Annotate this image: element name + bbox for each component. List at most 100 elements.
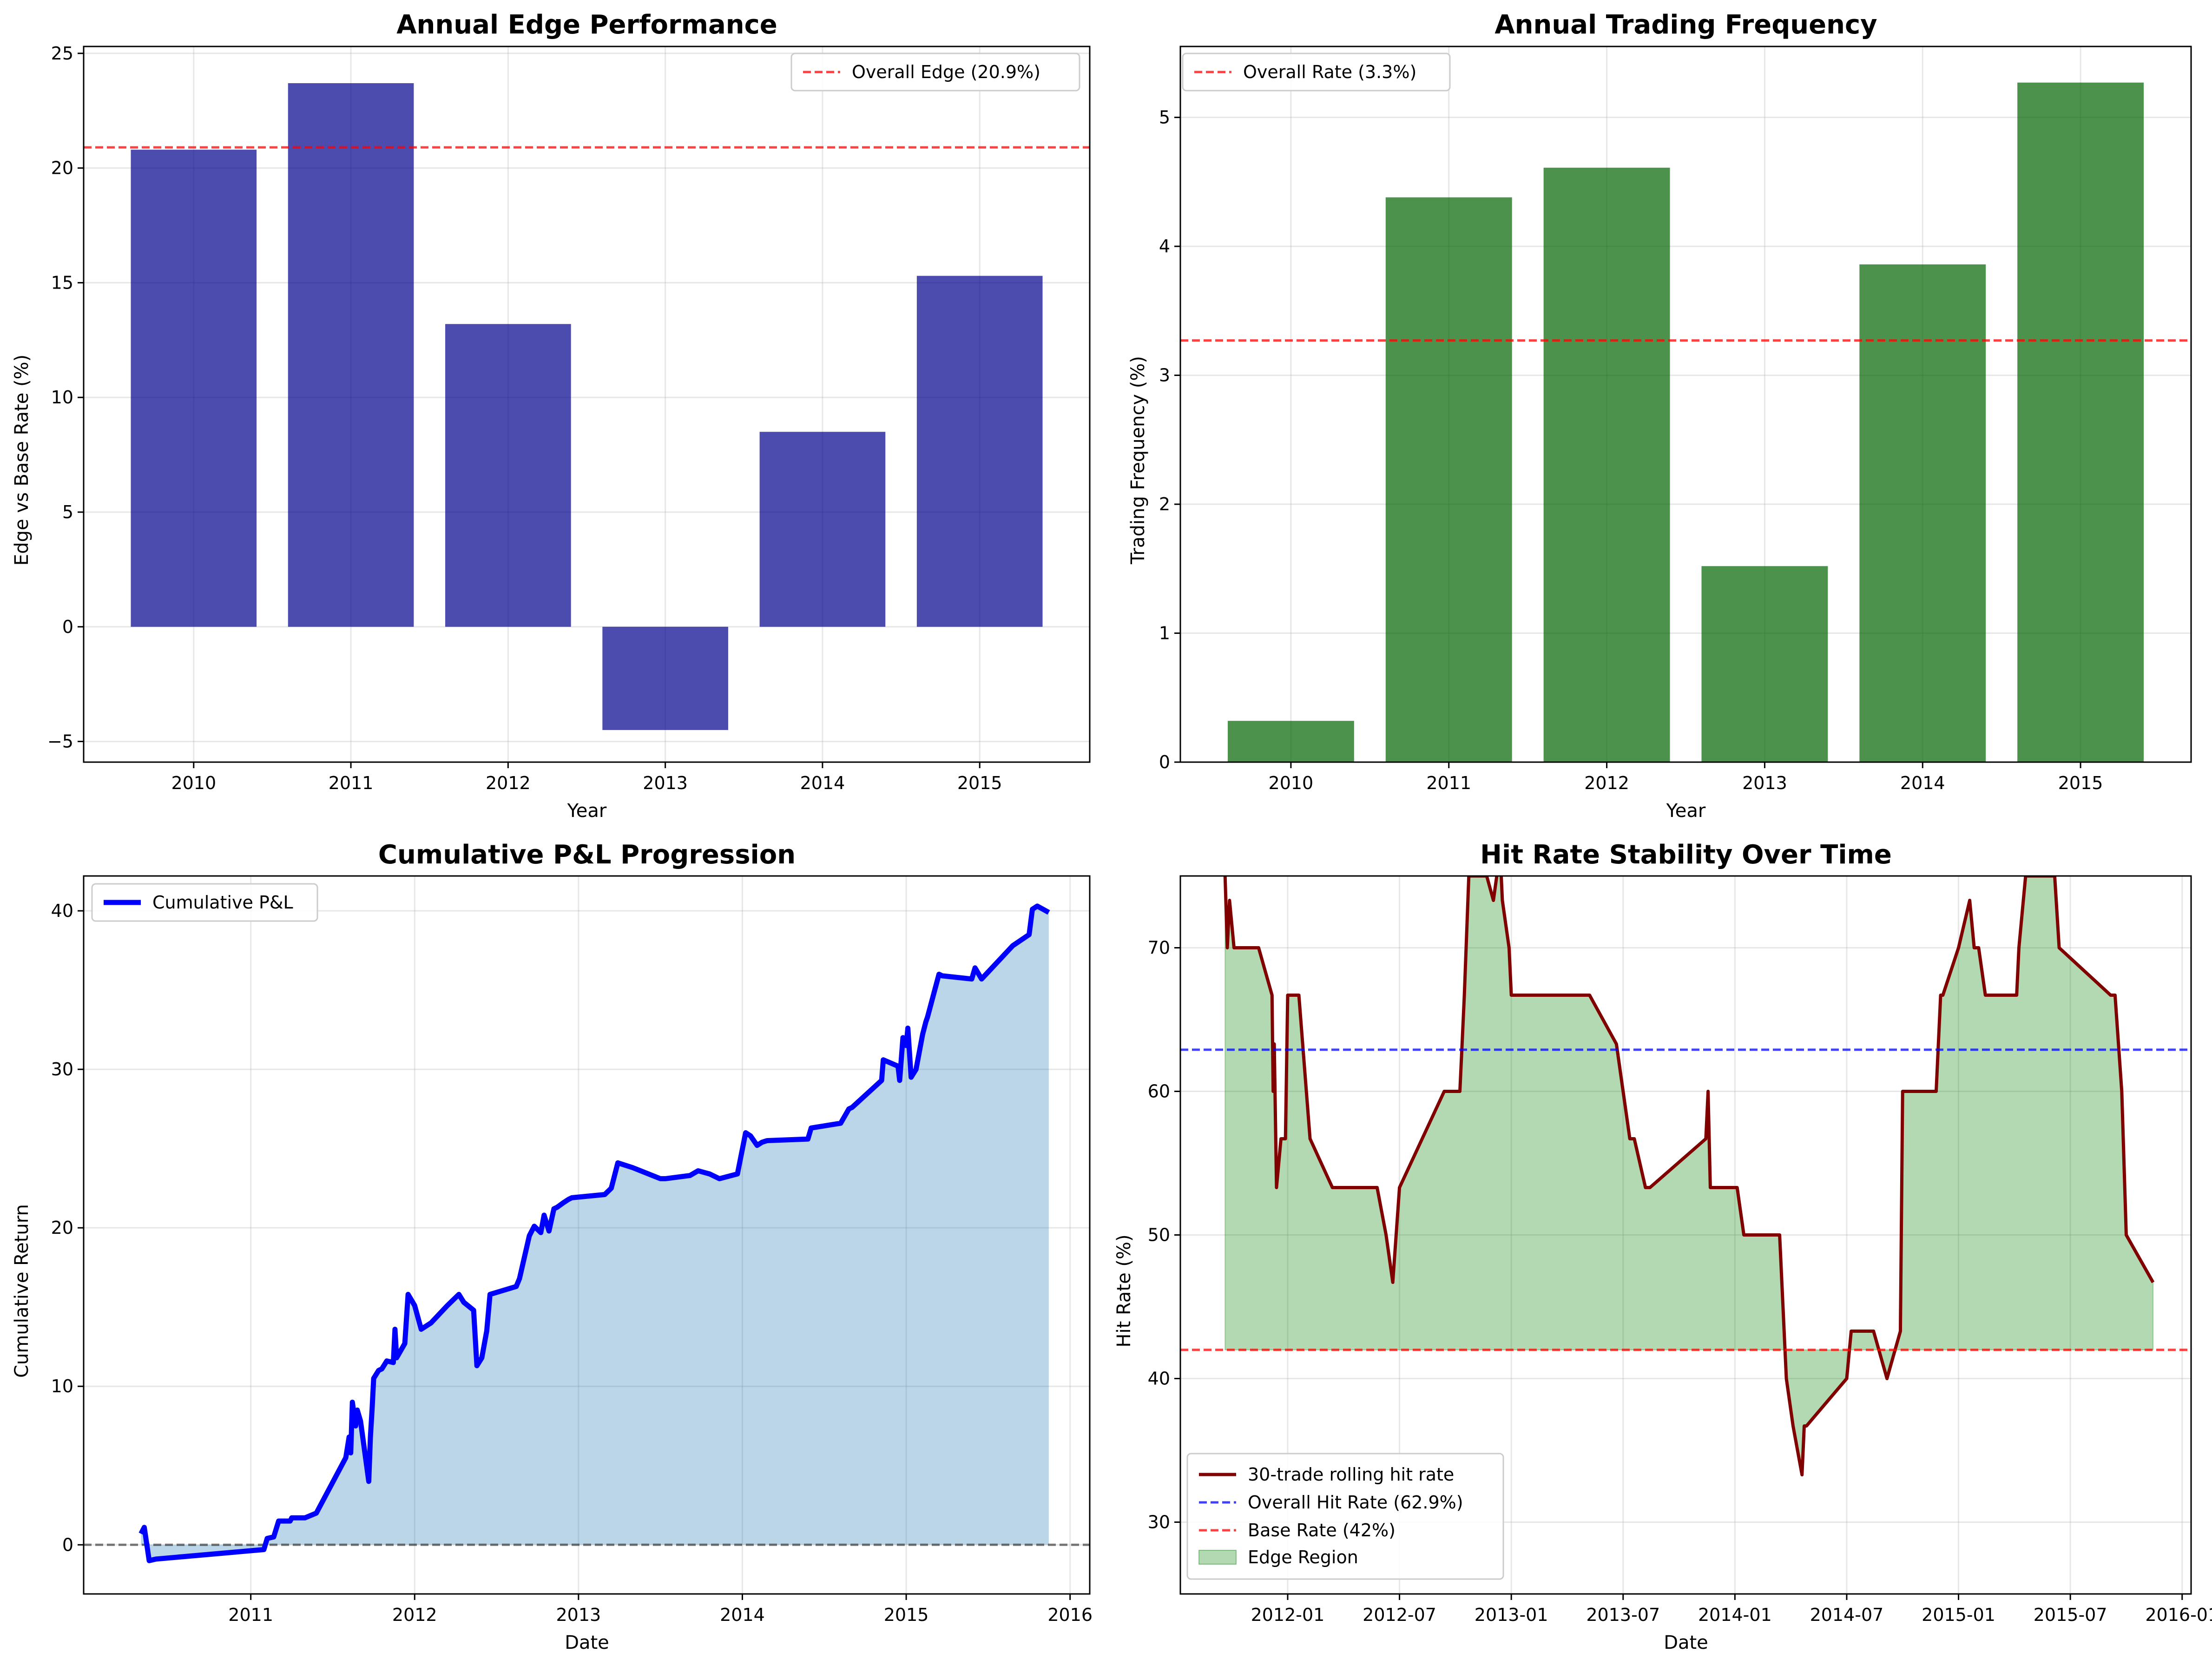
legend-label: Cumulative P&L [152,892,293,913]
chart-title: Hit Rate Stability Over Time [1480,840,1892,870]
y-tick-label: −5 [47,731,73,752]
y-tick-label: 10 [51,1376,73,1396]
hit-rate-chart: Hit Rate Stability Over Time Date Hit Ra… [1113,840,2212,1653]
axes-frame [83,46,1091,763]
x-axis-label: Year [567,800,607,822]
plot-area: 0 10 20 30 40 2011 2012 2013 2014 2015 2016 [51,875,1093,1625]
x-tick-label: 2012 [1584,773,1629,793]
x-axis-label: Year [1666,800,1706,822]
bar-2015 [2017,82,2144,762]
legend-label: Overall Hit Rate (62.9%) [1248,1492,1463,1513]
y-tick-label: 30 [1148,1512,1170,1533]
x-tick-label: 2013-01 [1475,1605,1548,1625]
x-tick-label: 2014-07 [1810,1605,1884,1625]
x-tick-label: 2014 [800,773,845,793]
pnl-line [138,903,1050,1563]
bar-2011 [1385,197,1512,762]
bar-2011 [288,83,414,627]
x-axis-label: Date [565,1632,609,1653]
y-tick-label: 70 [1148,938,1170,958]
y-tick-label: 60 [1148,1081,1170,1102]
x-axis-label: Date [1664,1632,1708,1653]
x-tick-label: 2012-01 [1251,1605,1325,1625]
x-tick-label: 2016 [1047,1605,1093,1625]
legend-box [1182,53,1451,92]
y-axis-label: Edge vs Base Rate (%) [11,355,33,566]
bar-2014 [1859,264,1986,762]
y-tick-label: 4 [1159,236,1170,257]
y-tick-label: 0 [1159,752,1170,772]
edge-performance-chart: Annual Edge Performance Year Edge vs Bas… [11,10,1091,822]
x-tick-label: 2015-07 [2034,1605,2107,1625]
plot-area: −5 0 5 10 15 20 25 2010 2011 2012 2013 2014 2015 [47,43,1091,793]
y-tick-label: 25 [51,43,73,64]
legend-label: Edge Region [1248,1547,1358,1567]
y-tick-label: 1 [1159,623,1170,644]
cumulative-pnl-chart: Cumulative P&L Progression Date Cumulati… [11,840,1093,1653]
legend: Overall Rate (3.3%) [1182,53,1451,92]
x-tick-label: 2014 [1900,773,1945,793]
legend-label: 30-trade rolling hit rate [1248,1464,1454,1485]
x-tick-label: 2012 [392,1605,437,1625]
legend: 30-trade rolling hit rate Overall Hit Ra… [1186,1453,1504,1580]
x-tick-label: 2015-01 [1922,1605,1995,1625]
y-tick-label: 30 [51,1059,73,1080]
y-tick-label: 10 [51,387,73,408]
bar-2015 [916,276,1043,627]
x-tick-label: 2013-07 [1586,1605,1660,1625]
x-tick-label: 2013 [1742,773,1787,793]
chart-title: Cumulative P&L Progression [378,840,796,870]
chart-title: Annual Trading Frequency [1494,10,1877,40]
legend-box [91,883,318,922]
x-tick-label: 2015 [2058,773,2103,793]
legend: Cumulative P&L [91,883,318,922]
x-tick-label: 2013 [556,1605,601,1625]
bar-2013 [1701,566,1828,762]
x-tick-label: 2011 [329,773,374,793]
legend-label: Overall Rate (3.3%) [1243,62,1416,82]
y-axis-label: Cumulative Return [11,1204,33,1378]
axes-frame [83,875,1091,1595]
y-tick-label: 5 [62,502,73,522]
x-tick-label: 2013 [643,773,688,793]
legend-label: Overall Edge (20.9%) [852,62,1040,82]
bar-2013 [602,626,728,730]
plot-area: 0 1 2 3 4 5 2010 2011 2012 2013 2014 2015 [1159,46,2192,793]
axes-frame [1179,875,2192,1595]
legend-box [1186,1453,1504,1580]
x-tick-label: 2012-07 [1363,1605,1436,1625]
chart-title: Annual Edge Performance [396,10,777,40]
x-tick-label: 2014 [720,1605,765,1625]
x-tick-label: 2011 [228,1605,273,1625]
bar-2010 [1227,721,1354,762]
x-tick-label: 2011 [1426,773,1471,793]
clipped-series [1223,876,2155,1477]
x-tick-label: 2016-01 [2145,1605,2212,1625]
bar-2012 [1543,167,1670,762]
y-tick-label: 50 [1148,1225,1170,1245]
y-tick-label: 0 [62,1534,73,1555]
y-axis-label: Hit Rate (%) [1113,1234,1135,1347]
x-tick-label: 2015 [957,773,1002,793]
y-tick-label: 40 [51,901,73,921]
bar-2012 [445,324,571,627]
legend-label: Base Rate (42%) [1248,1520,1396,1540]
trading-frequency-chart: Annual Trading Frequency Year Trading Fr… [1127,10,2192,822]
y-tick-label: 20 [51,158,73,178]
axes-frame [1179,46,2192,763]
hit-rate-line [1223,876,2155,1477]
y-tick-label: 20 [51,1218,73,1238]
y-tick-label: 3 [1159,365,1170,386]
bar-2010 [131,150,257,627]
y-tick-label: 40 [1148,1369,1170,1389]
x-tick-label: 2010 [171,773,216,793]
x-tick-label: 2014-01 [1698,1605,1772,1625]
pnl-area [141,906,1049,1561]
bar-2014 [759,432,886,627]
legend-swatch [1198,1550,1237,1565]
x-tick-label: 2012 [486,773,531,793]
y-axis-label: Trading Frequency (%) [1127,356,1149,565]
y-tick-label: 5 [1159,107,1170,128]
y-tick-label: 0 [62,617,73,637]
y-tick-label: 15 [51,272,73,293]
